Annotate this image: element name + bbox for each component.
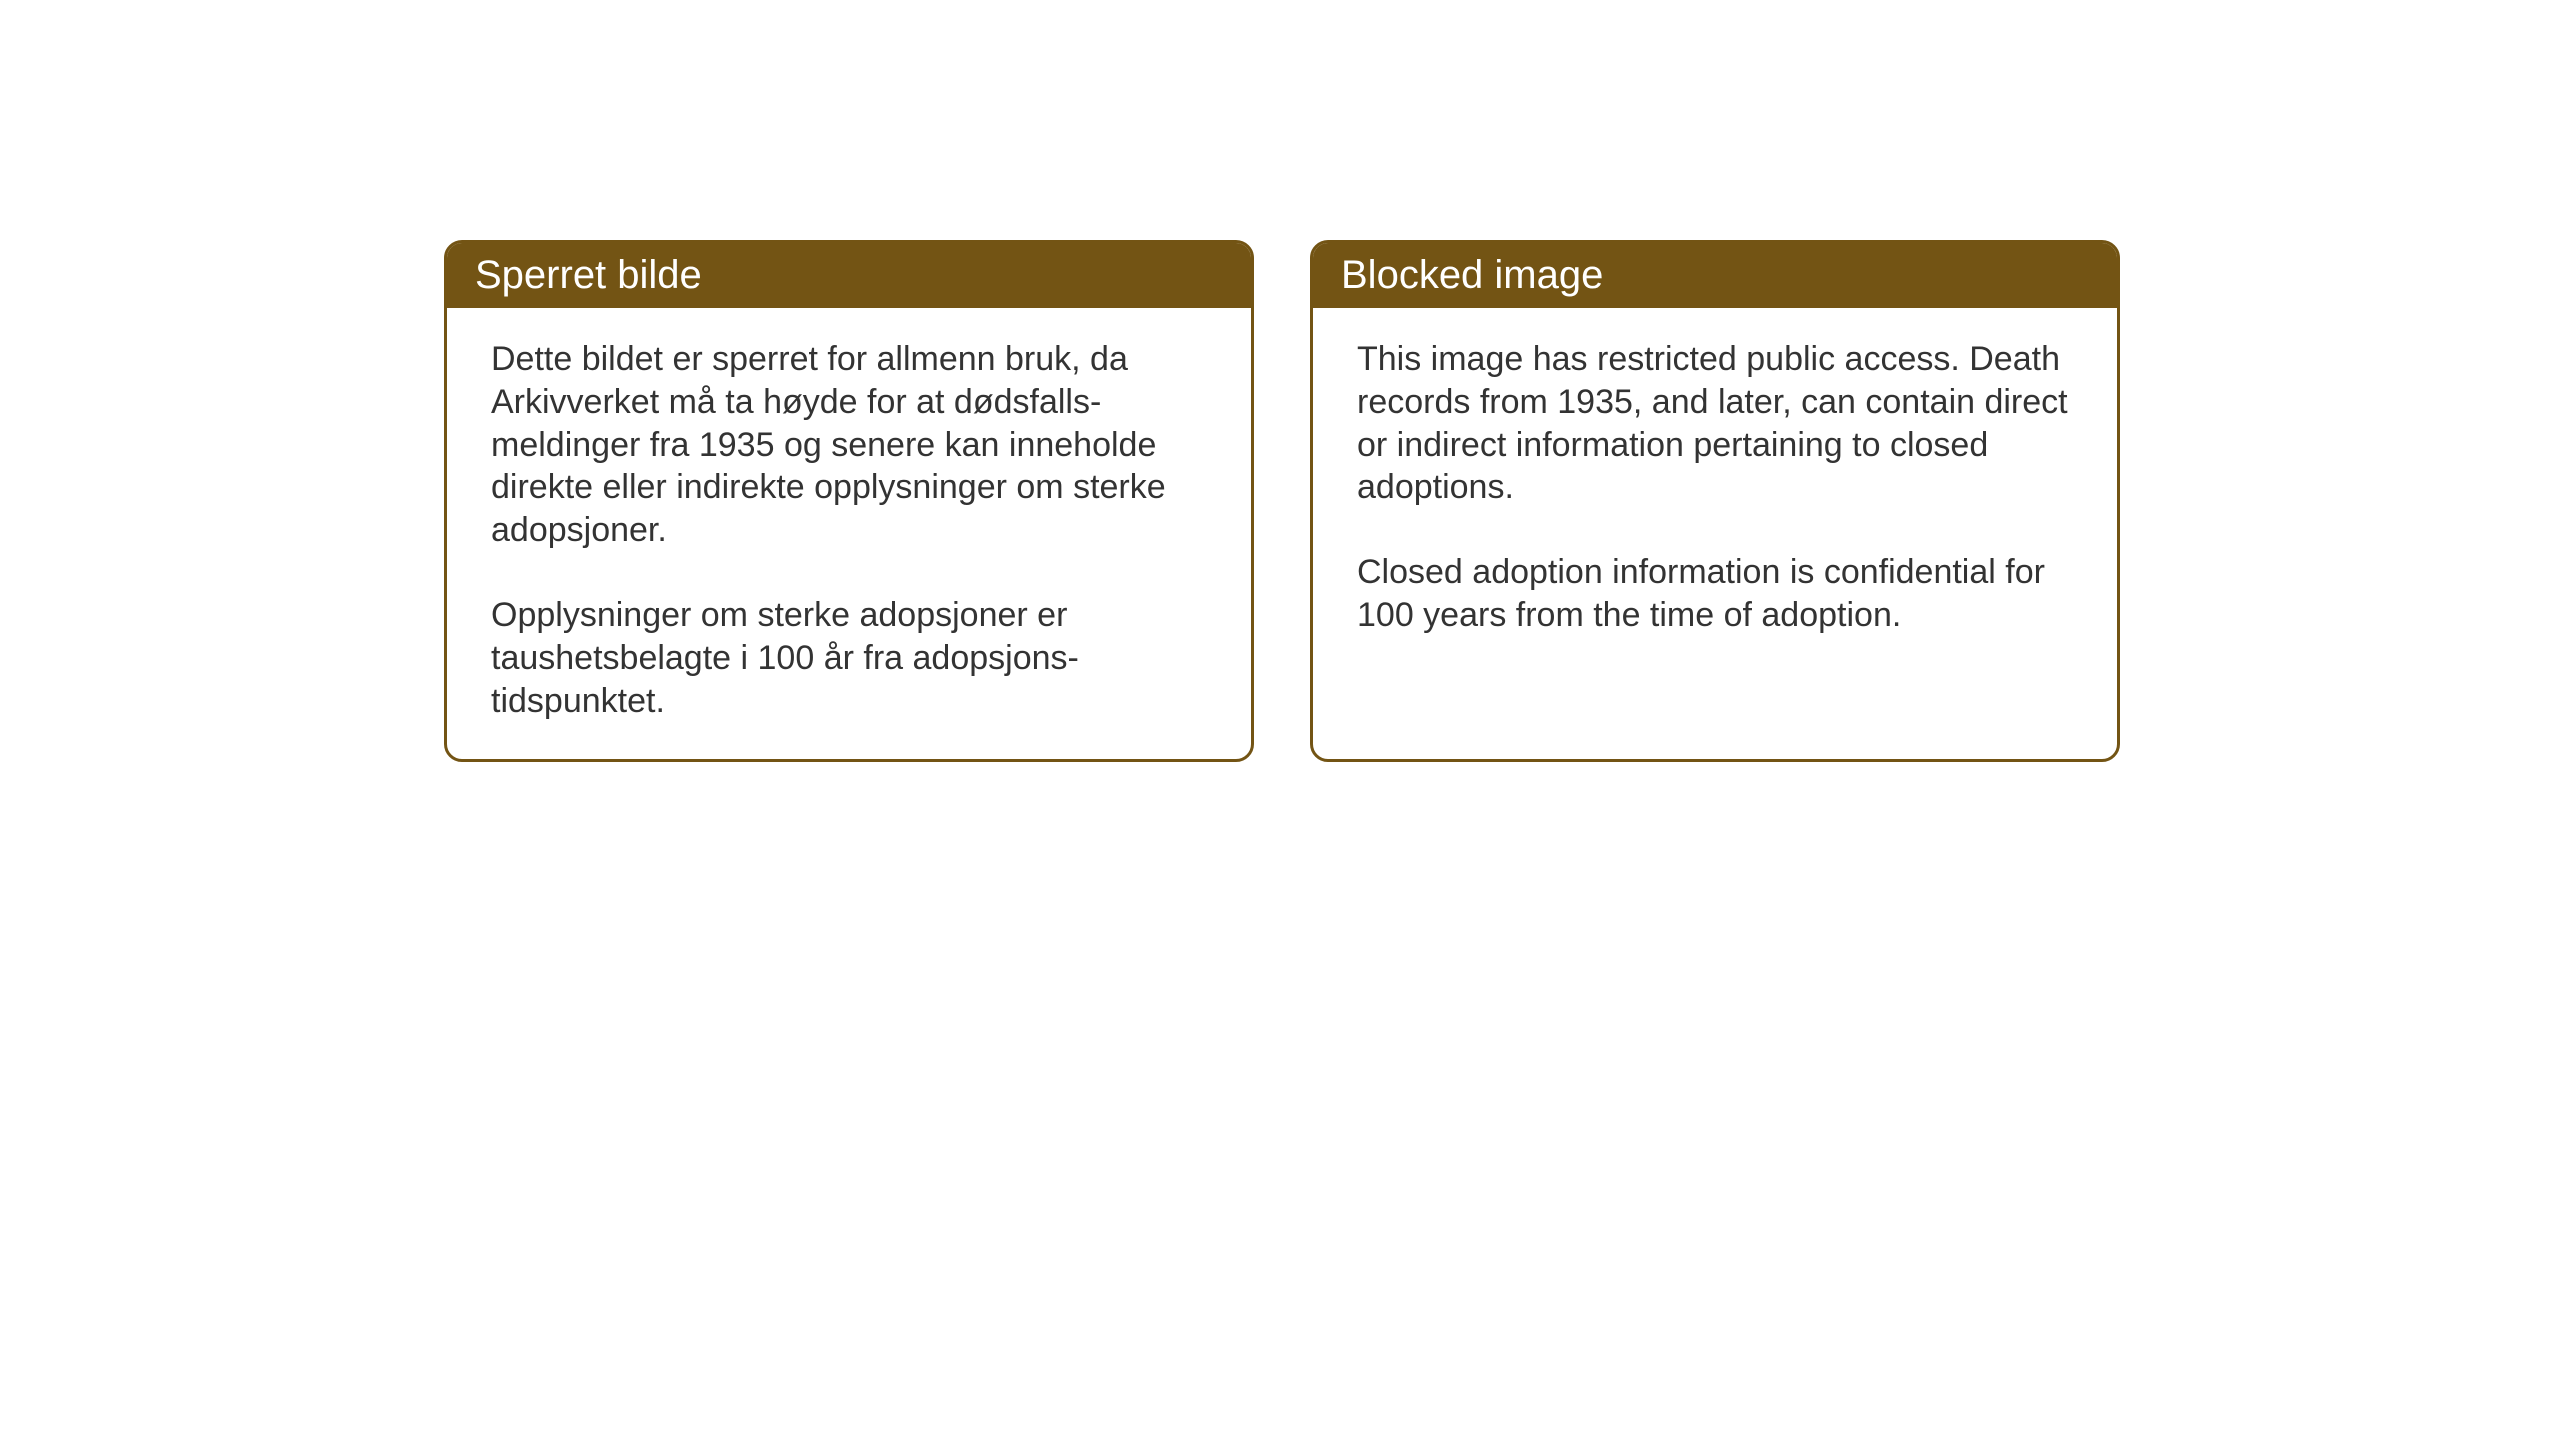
card-english: Blocked image This image has restricted … [1310,240,2120,762]
card-body-english: This image has restricted public access.… [1313,308,2117,673]
card-title-norwegian: Sperret bilde [475,253,702,297]
card-header-norwegian: Sperret bilde [447,243,1251,308]
card-paragraph-norwegian-2: Opplysninger om sterke adopsjoner er tau… [491,594,1207,722]
card-body-norwegian: Dette bildet er sperret for allmenn bruk… [447,308,1251,759]
card-header-english: Blocked image [1313,243,2117,308]
card-norwegian: Sperret bilde Dette bildet er sperret fo… [444,240,1254,762]
card-paragraph-norwegian-1: Dette bildet er sperret for allmenn bruk… [491,338,1207,552]
card-paragraph-english-2: Closed adoption information is confident… [1357,551,2073,637]
cards-container: Sperret bilde Dette bildet er sperret fo… [444,240,2120,762]
card-paragraph-english-1: This image has restricted public access.… [1357,338,2073,509]
card-title-english: Blocked image [1341,253,1603,297]
